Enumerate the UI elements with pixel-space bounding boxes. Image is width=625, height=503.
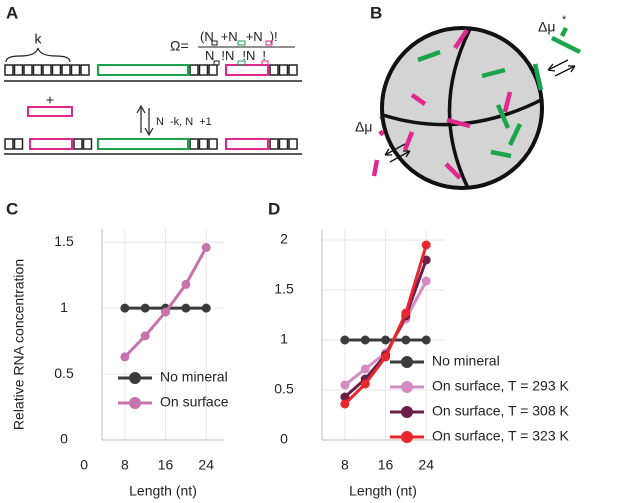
transition: N -k, N +1 — [156, 116, 212, 128]
y-tick-label: 1.5 — [54, 233, 74, 249]
point — [120, 303, 130, 313]
nucleotide — [269, 138, 279, 150]
panel-label: C — [6, 199, 18, 218]
nucleotide — [288, 64, 298, 76]
legend-swatch — [129, 372, 141, 384]
y-tick-label: 0 — [280, 431, 288, 447]
point — [360, 364, 370, 374]
legend-swatch — [401, 356, 413, 368]
legend-label: On surface, T = 323 K — [432, 428, 570, 444]
legend-label: No mineral — [160, 369, 228, 385]
x-tick-label: 24 — [418, 457, 434, 473]
denominator: N !N !N! — [205, 48, 266, 63]
y-tick-label: 0.5 — [54, 365, 74, 381]
point — [140, 303, 150, 313]
k-label: k — [35, 31, 43, 47]
nucleotide — [4, 138, 14, 150]
panel-label: B — [370, 3, 382, 22]
y-tick-label: 0.5 — [274, 381, 294, 397]
plus: + — [46, 92, 54, 108]
panel-label: A — [6, 3, 18, 22]
x-axis-label: Length (nt) — [129, 483, 197, 499]
nucleotide — [13, 64, 24, 76]
nucleotide — [189, 64, 199, 76]
diagram-a: k + N -k, N +1 Ω= (N +N +N)! N !N !N! — [4, 29, 302, 155]
legend-label: On surface, T = 308 K — [432, 403, 570, 419]
point — [401, 308, 411, 318]
legend-swatch — [401, 431, 413, 443]
x-tick-label: 16 — [158, 457, 174, 473]
point — [181, 279, 191, 289]
y-tick-label: 1.5 — [274, 281, 294, 297]
point — [421, 335, 431, 345]
point — [360, 379, 370, 389]
nucleotide — [198, 138, 209, 150]
delta-mu: Δμ — [538, 19, 555, 35]
nucleotide — [82, 138, 93, 150]
nucleotide — [278, 64, 289, 76]
delta-mu: Δμ — [355, 119, 372, 135]
point — [421, 276, 431, 286]
nucleotide — [61, 64, 71, 76]
nucleotide — [189, 138, 199, 150]
point — [201, 303, 211, 313]
x-tick-label: 24 — [198, 457, 214, 473]
star: * — [562, 14, 567, 26]
point — [340, 392, 350, 402]
y-axis-label: Relative RNA concentration — [11, 259, 27, 430]
nucleotide — [42, 64, 52, 76]
point — [340, 380, 350, 390]
x-tick-label: 8 — [341, 457, 349, 473]
nucleotide — [73, 138, 83, 150]
point — [381, 335, 391, 345]
point — [201, 242, 211, 252]
nucleotide — [278, 138, 289, 150]
y-tick-label: 0 — [60, 431, 68, 447]
omega: Ω= — [170, 38, 189, 54]
nucleotide — [32, 64, 43, 76]
nucleotide — [70, 64, 81, 76]
x-tick-label: 0 — [80, 457, 88, 473]
panel-label: D — [268, 199, 280, 218]
star: * — [379, 114, 384, 126]
legend-label: No mineral — [432, 353, 500, 369]
nucleotide — [198, 64, 209, 76]
nucleotide — [4, 64, 14, 76]
legend-swatch — [401, 406, 413, 418]
point — [161, 307, 171, 317]
point — [421, 240, 431, 250]
nucleotide — [288, 138, 298, 150]
nucleotide — [51, 64, 62, 76]
point — [340, 399, 350, 409]
point — [340, 335, 350, 345]
nucleotide — [80, 64, 90, 76]
legend-swatch — [401, 381, 413, 393]
point — [140, 331, 150, 341]
point — [401, 335, 411, 345]
legend-swatch — [129, 397, 141, 409]
legend-label: On surface, T = 293 K — [432, 378, 570, 394]
nucleotide — [208, 64, 218, 76]
legend-label: On surface — [160, 394, 229, 410]
nucleotide — [23, 64, 33, 76]
x-tick-label: 16 — [378, 457, 394, 473]
point — [381, 352, 391, 362]
y-tick-label: 2 — [280, 231, 288, 247]
point — [120, 352, 130, 362]
point — [181, 303, 191, 313]
y-tick-label: 1 — [60, 299, 68, 315]
x-axis-label: Length (nt) — [349, 483, 417, 499]
nucleotide — [269, 64, 279, 76]
x-tick-label: 8 — [121, 457, 129, 473]
point — [360, 335, 370, 345]
nucleotide — [208, 138, 218, 150]
numerator: (N +N +N)! — [200, 29, 278, 44]
y-tick-label: 1 — [280, 331, 288, 347]
diagram-b: Δμ * Δμ * — [355, 14, 582, 190]
nucleotide — [13, 138, 24, 150]
